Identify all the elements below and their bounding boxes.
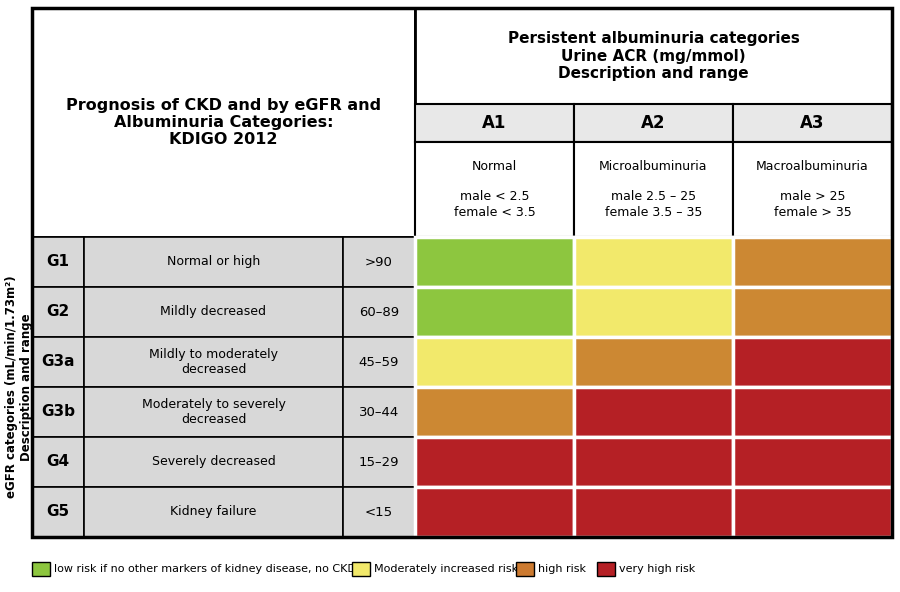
- Bar: [733, 437, 892, 487]
- Bar: [733, 104, 892, 142]
- Bar: [574, 387, 733, 437]
- Bar: [574, 142, 733, 237]
- Bar: [733, 487, 892, 537]
- Bar: [733, 387, 892, 437]
- Bar: [343, 237, 415, 287]
- Bar: [84, 337, 343, 387]
- Bar: [415, 104, 574, 142]
- Text: 30–44: 30–44: [359, 406, 399, 419]
- Text: Normal

male < 2.5
female < 3.5: Normal male < 2.5 female < 3.5: [454, 160, 536, 218]
- Text: Kidney failure: Kidney failure: [170, 506, 256, 519]
- Text: Mildly to moderately
decreased: Mildly to moderately decreased: [149, 348, 278, 376]
- Text: 45–59: 45–59: [359, 356, 400, 368]
- Bar: [415, 237, 574, 287]
- Bar: [32, 8, 892, 537]
- Bar: [574, 104, 733, 142]
- Text: Moderately increased risk: Moderately increased risk: [374, 564, 518, 574]
- Text: G1: G1: [47, 255, 69, 269]
- Bar: [574, 437, 733, 487]
- Bar: [516, 562, 534, 576]
- Text: A2: A2: [641, 114, 666, 132]
- Bar: [574, 237, 733, 287]
- Text: Mildly decreased: Mildly decreased: [160, 305, 266, 318]
- Bar: [597, 562, 615, 576]
- Bar: [343, 387, 415, 437]
- Text: 60–89: 60–89: [359, 305, 399, 318]
- Bar: [415, 387, 574, 437]
- Bar: [32, 437, 84, 487]
- Text: Macroalbuminuria

male > 25
female > 35: Macroalbuminuria male > 25 female > 35: [756, 160, 868, 218]
- Text: <15: <15: [364, 506, 393, 519]
- Text: Microalbuminuria

male 2.5 – 25
female 3.5 – 35: Microalbuminuria male 2.5 – 25 female 3.…: [599, 160, 707, 218]
- Text: G5: G5: [47, 504, 69, 520]
- Text: high risk: high risk: [538, 564, 586, 574]
- Bar: [415, 337, 574, 387]
- Text: G2: G2: [47, 304, 69, 320]
- Bar: [84, 487, 343, 537]
- Bar: [32, 387, 84, 437]
- Text: A3: A3: [800, 114, 824, 132]
- Text: >90: >90: [365, 256, 393, 269]
- Bar: [415, 142, 574, 237]
- Bar: [84, 237, 343, 287]
- Bar: [733, 287, 892, 337]
- Text: Severely decreased: Severely decreased: [151, 455, 275, 468]
- Text: 15–29: 15–29: [359, 455, 400, 468]
- Bar: [343, 437, 415, 487]
- Bar: [32, 237, 84, 287]
- Bar: [32, 8, 415, 237]
- Bar: [574, 337, 733, 387]
- Bar: [84, 287, 343, 337]
- Text: G3a: G3a: [41, 355, 75, 369]
- Bar: [32, 562, 50, 576]
- Text: low risk if no other markers of kidney disease, no CKD): low risk if no other markers of kidney d…: [54, 564, 360, 574]
- Bar: [733, 142, 892, 237]
- Text: A1: A1: [482, 114, 507, 132]
- Text: G3b: G3b: [41, 404, 75, 420]
- Bar: [574, 487, 733, 537]
- Bar: [415, 8, 892, 237]
- Text: Persistent albuminuria categories
Urine ACR (mg/mmol)
Description and range: Persistent albuminuria categories Urine …: [508, 31, 799, 81]
- Bar: [574, 287, 733, 337]
- Text: Prognosis of CKD and by eGFR and
Albuminuria Categories:
KDIGO 2012: Prognosis of CKD and by eGFR and Albumin…: [66, 98, 381, 147]
- Bar: [84, 437, 343, 487]
- Bar: [84, 387, 343, 437]
- Bar: [343, 287, 415, 337]
- Bar: [343, 337, 415, 387]
- Text: Moderately to severely
decreased: Moderately to severely decreased: [141, 398, 285, 426]
- Text: G4: G4: [47, 455, 69, 469]
- Bar: [352, 562, 370, 576]
- Text: eGFR categories (mL/min/1.73m²)
Description and range: eGFR categories (mL/min/1.73m²) Descript…: [4, 276, 32, 498]
- Bar: [343, 487, 415, 537]
- Text: Normal or high: Normal or high: [166, 256, 260, 269]
- Bar: [415, 287, 574, 337]
- Bar: [32, 287, 84, 337]
- Bar: [415, 437, 574, 487]
- Bar: [32, 487, 84, 537]
- Bar: [733, 337, 892, 387]
- Bar: [32, 337, 84, 387]
- Bar: [415, 487, 574, 537]
- Bar: [733, 237, 892, 287]
- Text: very high risk: very high risk: [619, 564, 695, 574]
